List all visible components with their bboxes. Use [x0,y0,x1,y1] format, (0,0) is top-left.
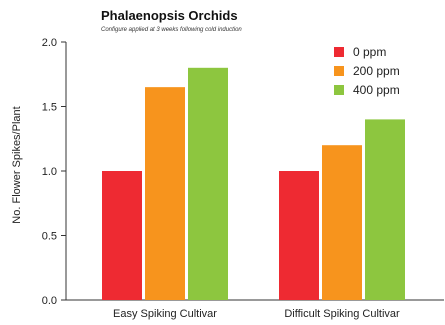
chart-subtitle: Configure applied at 3 weeks following c… [101,27,242,33]
legend-swatch-0ppm [334,46,344,57]
bar-0ppm-0 [102,171,142,300]
legend-item: 0 ppm [334,42,400,61]
bar-0ppm-1 [279,171,319,300]
y-tick-label: 0.0 [42,295,57,307]
y-tick-label: 0.5 [42,231,57,243]
bar-400ppm-0 [188,67,228,300]
legend-item: 200 ppm [334,61,400,80]
y-tick-label: 1.5 [42,102,57,114]
legend-label-400ppm: 400 ppm [353,82,400,97]
y-tick-label: 2.0 [42,37,57,49]
x-tick-label: Difficult Spiking Cultivar [284,308,400,320]
x-tick-label: Easy Spiking Cultivar [113,308,217,320]
legend: 0 ppm 200 ppm 400 ppm [334,42,400,99]
legend-label-0ppm: 0 ppm [353,44,387,59]
legend-item: 400 ppm [334,80,400,99]
bar-200ppm-0 [145,87,185,301]
legend-label-200ppm: 200 ppm [353,63,400,78]
y-tick-label: 1.0 [42,166,57,178]
legend-swatch-200ppm [334,65,344,76]
bar-400ppm-1 [365,119,405,301]
legend-swatch-400ppm [334,84,344,95]
chart-title: Phalaenopsis Orchids [101,8,238,23]
bar-200ppm-1 [322,145,362,300]
